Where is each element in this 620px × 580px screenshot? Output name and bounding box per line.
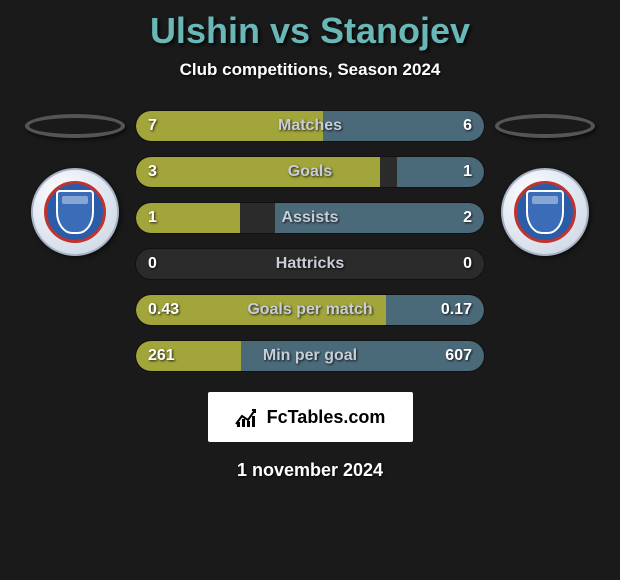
left-player-col	[15, 110, 135, 256]
stat-row: 7 6 Matches	[135, 110, 485, 142]
stat-value-right: 6	[463, 117, 472, 135]
stat-value-left: 0	[148, 255, 157, 273]
right-club-badge	[501, 168, 589, 256]
main-row: 7 6 Matches 3 1 Goals 1 2 Assists 0 0 Hattricks 0.43…	[0, 110, 620, 372]
stat-value-left: 0.43	[148, 301, 179, 319]
date-label: 1 november 2024	[0, 460, 620, 481]
stat-row: 3 1 Goals	[135, 156, 485, 188]
badge-inner	[514, 181, 576, 243]
stat-value-left: 261	[148, 347, 175, 365]
shield-icon	[526, 190, 564, 234]
stat-label: Assists	[282, 209, 339, 227]
stat-label: Min per goal	[263, 347, 357, 365]
stat-value-right: 2	[463, 209, 472, 227]
page-title: Ulshin vs Stanojev	[0, 10, 620, 52]
subtitle: Club competitions, Season 2024	[0, 60, 620, 80]
comparison-container: Ulshin vs Stanojev Club competitions, Se…	[0, 0, 620, 481]
bar-right	[323, 111, 484, 141]
left-player-ellipse	[25, 114, 125, 138]
stat-value-right: 0.17	[441, 301, 472, 319]
stats-col: 7 6 Matches 3 1 Goals 1 2 Assists 0 0 Hattricks 0.43…	[135, 110, 485, 372]
bar-left	[136, 157, 380, 187]
stat-label: Hattricks	[276, 255, 344, 273]
fctables-icon	[235, 406, 261, 428]
left-club-badge	[31, 168, 119, 256]
stat-label: Goals per match	[247, 301, 372, 319]
stat-row: 0.43 0.17 Goals per match	[135, 294, 485, 326]
stat-label: Goals	[288, 163, 332, 181]
badge-inner	[44, 181, 106, 243]
stat-row: 261 607 Min per goal	[135, 340, 485, 372]
stat-value-left: 1	[148, 209, 157, 227]
stat-value-left: 7	[148, 117, 157, 135]
shield-icon	[56, 190, 94, 234]
fctables-logo: FcTables.com	[235, 406, 386, 428]
stat-row: 0 0 Hattricks	[135, 248, 485, 280]
right-player-ellipse	[495, 114, 595, 138]
stat-value-right: 0	[463, 255, 472, 273]
fctables-attribution: FcTables.com	[208, 392, 413, 442]
stat-row: 1 2 Assists	[135, 202, 485, 234]
stat-value-right: 607	[445, 347, 472, 365]
stat-value-right: 1	[463, 163, 472, 181]
stat-label: Matches	[278, 117, 342, 135]
right-player-col	[485, 110, 605, 256]
stat-value-left: 3	[148, 163, 157, 181]
fctables-text: FcTables.com	[267, 407, 386, 428]
